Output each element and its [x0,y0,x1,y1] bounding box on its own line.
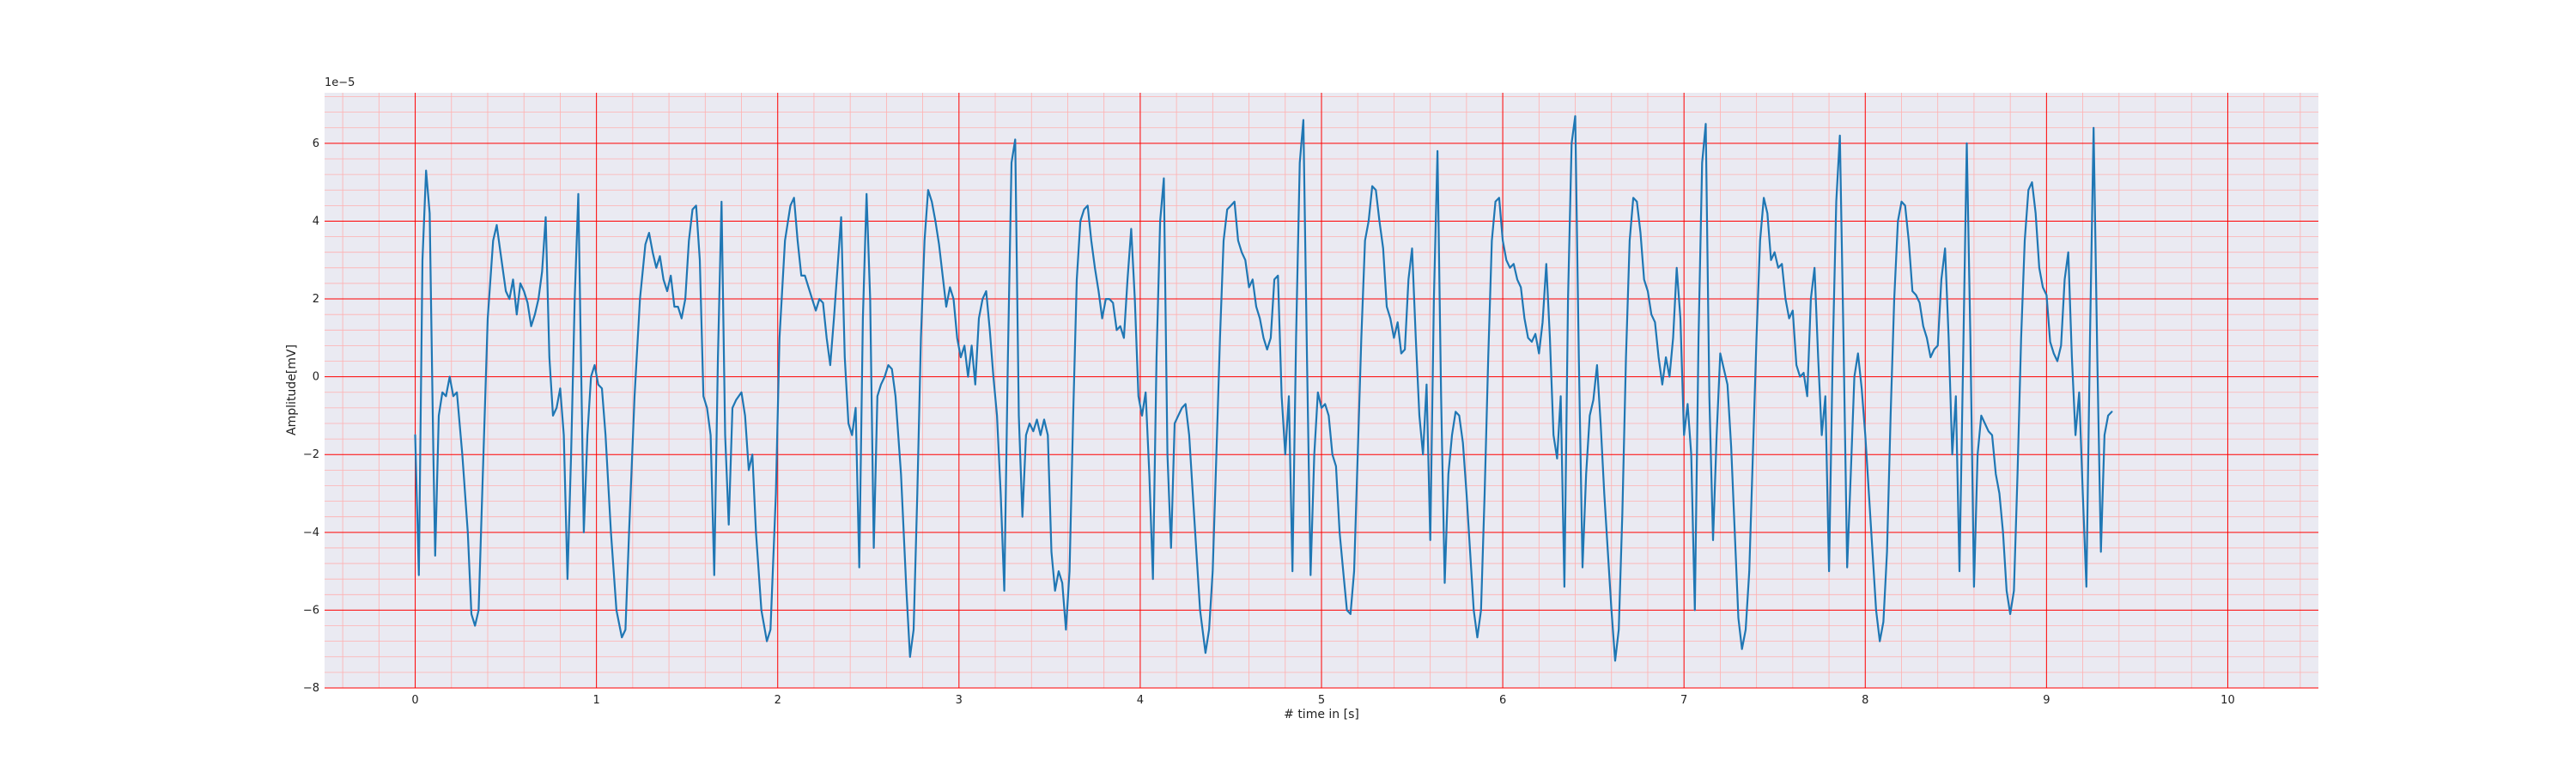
x-tick-label: 6 [1499,694,1506,707]
y-offset-label: 1e−5 [325,76,355,89]
y-tick-label: −8 [303,682,319,695]
x-tick-labels: 0 1 2 3 4 5 6 7 8 9 10 [411,694,2234,707]
series-line [414,115,2113,662]
x-tick-label: 8 [1862,694,1868,707]
x-tick-label: 0 [411,694,418,707]
y-axis-label: Amplitude[mV] [285,344,299,435]
y-tick-label: −2 [303,448,319,461]
x-tick-label: 2 [775,694,781,707]
y-tick-label: −4 [303,526,319,539]
x-tick-label: 7 [1680,694,1687,707]
x-tick-label: 5 [1318,694,1325,707]
y-tick-label: 0 [313,371,319,384]
x-axis-label: # time in [s] [1284,708,1359,721]
major-grid [325,93,2318,689]
x-tick-label: 4 [1137,694,1144,707]
x-tick-label: 3 [956,694,963,707]
y-tick-labels: −8 −6 −4 −2 0 2 4 6 [303,137,319,695]
series-layer [414,115,2113,662]
y-tick-label: 4 [313,215,319,228]
x-tick-label: 1 [592,694,599,707]
y-tick-label: 6 [313,137,319,150]
x-tick-label: 10 [2221,694,2235,707]
y-tick-label: 2 [313,293,319,306]
y-tick-label: −6 [303,604,319,617]
x-tick-label: 9 [2043,694,2050,707]
